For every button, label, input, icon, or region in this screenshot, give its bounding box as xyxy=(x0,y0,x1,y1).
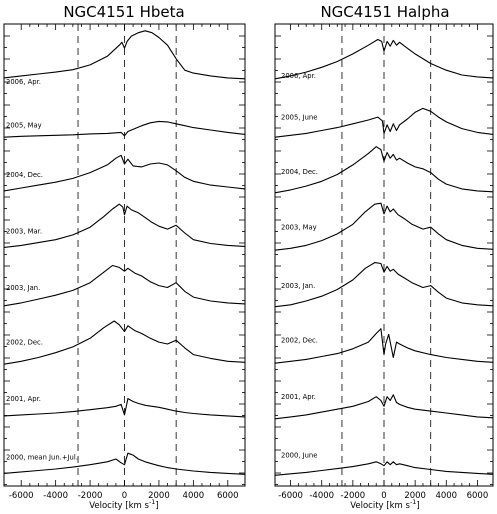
halpha-spectrum-line xyxy=(274,262,494,308)
halpha-epoch-label: 2000, June xyxy=(281,452,317,460)
hbeta-epoch-label: 2003, Mar. xyxy=(6,228,42,236)
halpha-ticks xyxy=(275,24,493,486)
hbeta-spectrum-line xyxy=(3,452,246,475)
hbeta-x-tick-label: 2000 xyxy=(148,491,170,501)
halpha-epoch-label: 2003, May xyxy=(281,224,317,232)
halpha-x-tick-label: -2000 xyxy=(341,491,366,501)
halpha-panel: NGC4151 Halpha -6000 -4000 -2000 0 2000 4000 6… xyxy=(274,3,494,511)
hbeta-x-tick-label: 6000 xyxy=(217,491,239,501)
hbeta-spectrum-line xyxy=(3,320,246,365)
hbeta-x-tick-label: -4000 xyxy=(43,491,68,501)
hbeta-spectrum-line xyxy=(3,120,246,138)
halpha-spectrum-line xyxy=(274,38,494,80)
halpha-x-tick-label: -6000 xyxy=(278,491,303,501)
halpha-epoch-label: 2005, June xyxy=(281,114,317,122)
hbeta-x-axis-label: Velocity [km s-1] xyxy=(89,498,159,511)
hbeta-spectra xyxy=(3,30,246,475)
halpha-x-tick-label: 6000 xyxy=(467,491,489,501)
halpha-epoch-label: 2006, Apr. xyxy=(281,72,316,80)
hbeta-x-tick-labels: -6000 -4000 -2000 0 2000 4000 6000 xyxy=(9,491,239,501)
halpha-spectrum-line xyxy=(274,146,494,194)
hbeta-ticks xyxy=(4,24,245,486)
halpha-title: NGC4151 Halpha xyxy=(320,3,449,21)
halpha-epoch-label: 2001, Apr. xyxy=(281,393,316,401)
halpha-reference-lines xyxy=(341,24,432,486)
halpha-x-tick-label: 2000 xyxy=(404,491,426,501)
hbeta-title: NGC4151 Hbeta xyxy=(63,3,184,21)
halpha-spectra xyxy=(274,38,494,476)
hbeta-reference-lines xyxy=(77,24,177,486)
halpha-x-tick-labels: -6000 -4000 -2000 0 2000 4000 6000 xyxy=(278,491,488,501)
hbeta-epoch-label: 2002, Dec. xyxy=(6,339,43,347)
hbeta-epoch-label: 2005, May xyxy=(6,122,42,130)
halpha-epoch-label: 2003, Jan. xyxy=(281,282,315,290)
hbeta-spectrum-line xyxy=(3,398,246,418)
halpha-spectrum-line xyxy=(274,328,494,364)
hbeta-epoch-label: 2006, Apr. xyxy=(6,78,41,86)
halpha-spectrum-line xyxy=(274,461,494,476)
hbeta-x-tick-label: -6000 xyxy=(9,491,34,501)
hbeta-x-tick-label: 4000 xyxy=(183,491,205,501)
hbeta-epoch-label: 2001, Apr. xyxy=(6,395,41,403)
hbeta-spectrum-line xyxy=(3,154,246,192)
hbeta-spectrum-line xyxy=(3,264,246,307)
hbeta-x-tick-label: 0 xyxy=(122,491,127,501)
halpha-spectrum-line xyxy=(274,394,494,420)
halpha-spectrum-line xyxy=(274,107,494,138)
halpha-spectrum-line xyxy=(274,202,494,251)
halpha-x-tick-label: -4000 xyxy=(309,491,334,501)
halpha-epoch-labels: 2006, Apr. 2005, June 2004, Dec. 2003, May 2… xyxy=(281,72,318,460)
halpha-x-tick-label: 4000 xyxy=(435,491,457,501)
halpha-epoch-label: 2004, Dec. xyxy=(281,168,318,176)
hbeta-x-tick-label: -2000 xyxy=(78,491,103,501)
hbeta-epoch-label: 2004, Dec. xyxy=(6,171,43,179)
halpha-epoch-label: 2002, Dec. xyxy=(281,337,318,345)
hbeta-panel: NGC4151 Hbeta -6000 -4000 -2000 0 2000 4000 60… xyxy=(3,3,246,511)
hbeta-epoch-label: 2000, mean Jun.+Jul. xyxy=(6,454,78,462)
hbeta-epoch-labels: 2006, Apr. 2005, May 2004, Dec. 2003, Mar. 2… xyxy=(6,78,78,462)
halpha-x-tick-label: 0 xyxy=(381,491,386,501)
hbeta-spectrum-line xyxy=(3,30,246,80)
halpha-x-axis-label: Velocity [km s-1] xyxy=(350,498,420,511)
hbeta-epoch-label: 2003, Jan. xyxy=(6,284,40,292)
hbeta-spectrum-line xyxy=(3,203,246,248)
